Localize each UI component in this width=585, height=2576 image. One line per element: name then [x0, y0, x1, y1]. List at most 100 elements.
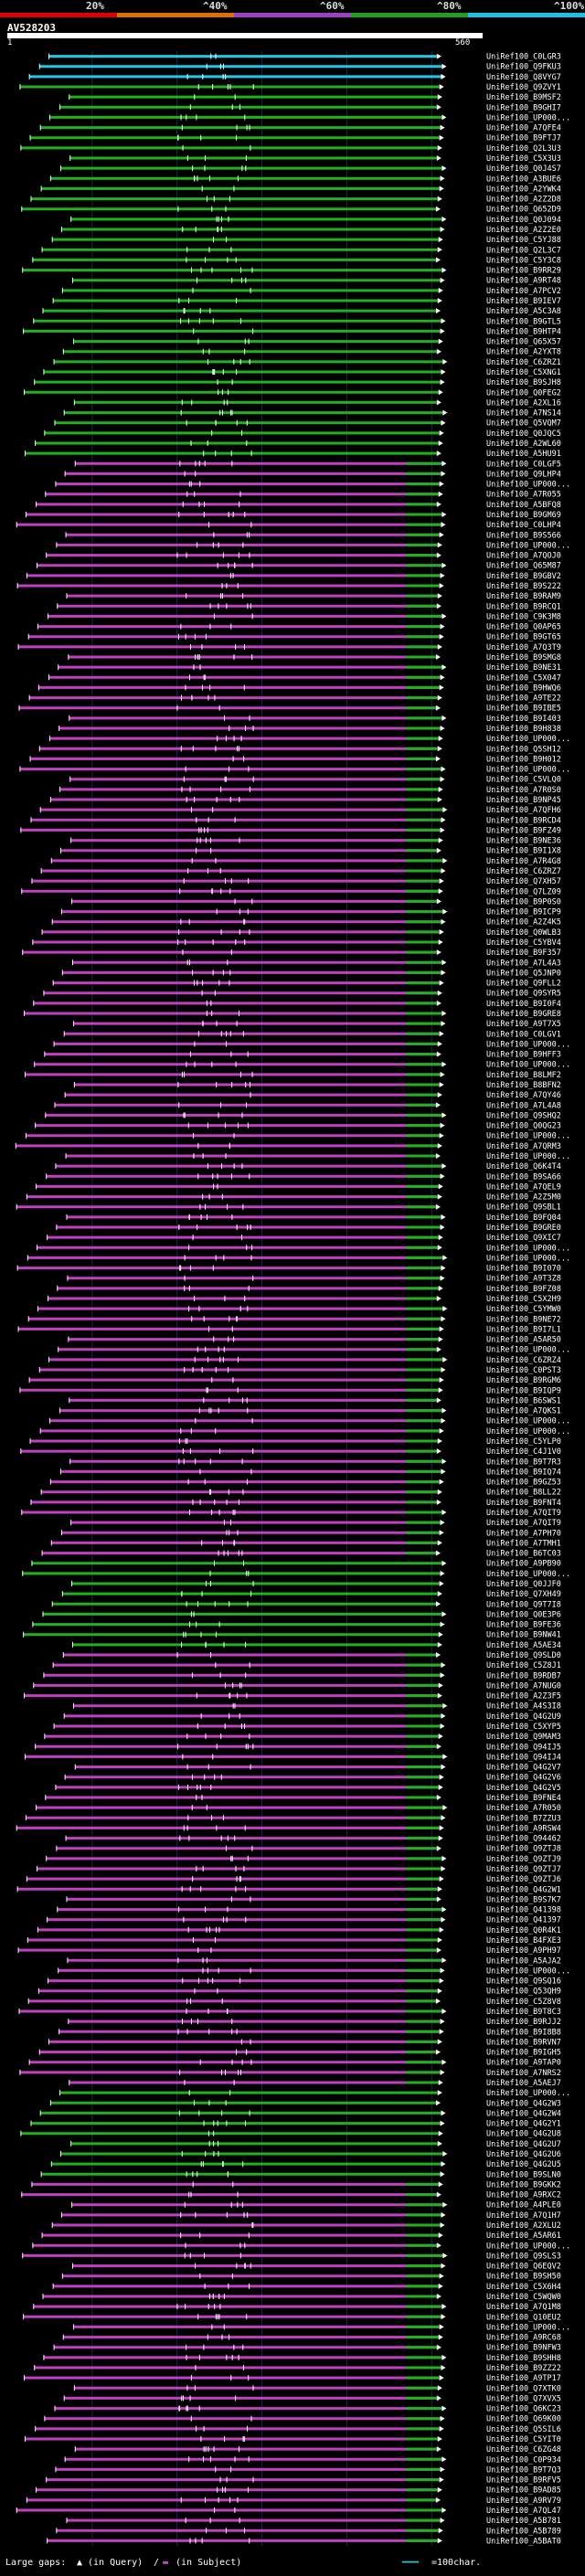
hit-label[interactable]: UniRef100_A2YXT8 — [486, 348, 561, 357]
hit-label[interactable]: UniRef100_B9NE72 — [486, 1315, 561, 1324]
hit-label[interactable]: UniRef100_B9ZZ22 — [486, 2364, 561, 2373]
hit-label[interactable]: UniRef100_Q9SYR5 — [486, 990, 561, 999]
hit-label[interactable]: UniRef100_Q652D9 — [486, 206, 561, 215]
hit-label[interactable]: UniRef100_A5B781 — [486, 2517, 561, 2526]
hit-label[interactable]: UniRef100_A7TMH1 — [486, 1539, 561, 1548]
hit-label[interactable]: UniRef100_A2Z2E0 — [486, 226, 561, 235]
hit-label[interactable]: UniRef100_B9HTP4 — [486, 327, 561, 336]
hit-label[interactable]: UniRef100_A3BUE6 — [486, 175, 561, 184]
hit-label[interactable]: UniRef100_C0LHP4 — [486, 521, 561, 530]
hit-label[interactable]: UniRef100_UP000... — [486, 481, 570, 490]
hit-label[interactable]: UniRef100_A5BAT0 — [486, 2537, 561, 2546]
hit-label[interactable]: UniRef100_B9SHH8 — [486, 2354, 561, 2363]
hit-label[interactable]: UniRef100_B9NE31 — [486, 663, 561, 673]
hit-label[interactable]: UniRef100_B9FTJ7 — [486, 134, 561, 143]
hit-label[interactable]: UniRef100_Q5VQM7 — [486, 419, 561, 429]
hit-label[interactable]: UniRef100_Q0E3P6 — [486, 1610, 561, 1619]
hit-label[interactable]: UniRef100_A9RXC2 — [486, 2191, 561, 2200]
hit-label[interactable]: UniRef100_A7NRS2 — [486, 2069, 561, 2078]
hit-label[interactable]: UniRef100_C5X6H4 — [486, 2283, 561, 2292]
hit-label[interactable]: UniRef100_Q9T7I8 — [486, 1600, 561, 1609]
hit-label[interactable]: UniRef100_B9SH50 — [486, 2273, 561, 2282]
hit-label[interactable]: UniRef100_B9NE36 — [486, 837, 561, 846]
hit-label[interactable]: UniRef100_Q9LHP4 — [486, 470, 561, 479]
hit-label[interactable]: UniRef100_A7R050 — [486, 1804, 561, 1813]
hit-label[interactable]: UniRef100_C0PST3 — [486, 1366, 561, 1375]
hit-label[interactable]: UniRef100_Q53QH9 — [486, 1988, 561, 1997]
hit-label[interactable]: UniRef100_A7QIT9 — [486, 1519, 561, 1528]
hit-label[interactable]: UniRef100_Q0J094 — [486, 216, 561, 225]
hit-label[interactable]: UniRef100_UP000... — [486, 766, 570, 775]
hit-label[interactable]: UniRef100_B9I7L1 — [486, 1325, 561, 1334]
hit-label[interactable]: UniRef100_B9FZ49 — [486, 826, 561, 835]
hit-label[interactable]: UniRef100_B9ICP9 — [486, 908, 561, 917]
hit-label[interactable]: UniRef100_B9I1X8 — [486, 847, 561, 856]
hit-label[interactable]: UniRef100_Q41397 — [486, 1916, 561, 1925]
hit-label[interactable]: UniRef100_A4PLE0 — [486, 2201, 561, 2210]
hit-label[interactable]: UniRef100_B9RJJ2 — [486, 2018, 561, 2027]
hit-label[interactable]: UniRef100_C5VLQ0 — [486, 776, 561, 785]
hit-label[interactable]: UniRef100_C5YLP0 — [486, 1437, 561, 1447]
hit-label[interactable]: UniRef100_A7Q1M8 — [486, 2303, 561, 2312]
hit-label[interactable]: UniRef100_B9HFF3 — [486, 1051, 561, 1060]
hit-label[interactable]: UniRef100_B9GBV2 — [486, 572, 561, 581]
hit-label[interactable]: UniRef100_B9GKK2 — [486, 2180, 561, 2189]
hit-label[interactable]: UniRef100_B7ZZU3 — [486, 1814, 561, 1823]
hit-label[interactable]: UniRef100_B9NFW3 — [486, 2344, 561, 2353]
hit-label[interactable]: UniRef100_B9F357 — [486, 949, 561, 958]
hit-label[interactable]: UniRef100_B9IEV7 — [486, 297, 561, 306]
hit-label[interactable]: UniRef100_Q4G2U5 — [486, 2160, 561, 2169]
hit-label[interactable]: UniRef100_UP000... — [486, 1061, 570, 1070]
hit-label[interactable]: UniRef100_UP000... — [486, 2323, 570, 2332]
hit-label[interactable]: UniRef100_UP000... — [486, 113, 570, 122]
hit-label[interactable]: UniRef100_A9TAP0 — [486, 2059, 561, 2068]
hit-label[interactable]: UniRef100_Q4G2V5 — [486, 1784, 561, 1793]
hit-label[interactable]: UniRef100_C0P934 — [486, 2455, 561, 2465]
hit-label[interactable]: UniRef100_Q4G2W3 — [486, 2099, 561, 2108]
hit-label[interactable]: UniRef100_Q5JNP0 — [486, 969, 561, 978]
hit-label[interactable]: UniRef100_Q9ZVY1 — [486, 83, 561, 92]
hit-label[interactable]: UniRef100_B9FZ08 — [486, 1285, 561, 1294]
hit-label[interactable]: UniRef100_Q9SLD0 — [486, 1651, 561, 1660]
hit-label[interactable]: UniRef100_B9S566 — [486, 531, 561, 540]
hit-label[interactable]: UniRef100_A9PB90 — [486, 1560, 561, 1569]
hit-label[interactable]: UniRef100_C5XNG1 — [486, 368, 561, 377]
hit-label[interactable]: UniRef100_B9T7R3 — [486, 1458, 561, 1467]
hit-label[interactable]: UniRef100_A2XLU2 — [486, 2221, 561, 2231]
hit-label[interactable]: UniRef100_A9TE22 — [486, 694, 561, 704]
hit-label[interactable]: UniRef100_Q9SBL1 — [486, 1203, 561, 1213]
hit-label[interactable]: UniRef100_B9HWQ6 — [486, 684, 561, 693]
hit-label[interactable]: UniRef100_C6ZG48 — [486, 2445, 561, 2454]
hit-label[interactable]: UniRef100_B9I8B8 — [486, 2028, 561, 2037]
hit-label[interactable]: UniRef100_A5AJA2 — [486, 1956, 561, 1966]
hit-label[interactable]: UniRef100_A7QOJ0 — [486, 552, 561, 561]
hit-label[interactable]: UniRef100_B6TC03 — [486, 1550, 561, 1559]
hit-label[interactable]: UniRef100_C6ZRZ1 — [486, 358, 561, 367]
hit-label[interactable]: UniRef100_B9RAM9 — [486, 592, 561, 601]
hit-label[interactable]: UniRef100_B9SA66 — [486, 1172, 561, 1182]
hit-label[interactable]: UniRef100_Q9ZTJ6 — [486, 1875, 561, 1884]
hit-label[interactable]: UniRef100_Q9ZTJ8 — [486, 1845, 561, 1854]
hit-label[interactable]: UniRef100_B9FE36 — [486, 1621, 561, 1630]
hit-label[interactable]: UniRef100_A2Z4K5 — [486, 918, 561, 928]
hit-label[interactable]: UniRef100_C5YBV4 — [486, 938, 561, 948]
hit-label[interactable]: UniRef100_B9GTL5 — [486, 317, 561, 326]
hit-label[interactable]: UniRef100_UP000... — [486, 1417, 570, 1426]
hit-label[interactable]: UniRef100_A7L4A3 — [486, 959, 561, 968]
hit-label[interactable]: UniRef100_UP000... — [486, 2089, 570, 2098]
hit-label[interactable]: UniRef100_Q2L3C7 — [486, 246, 561, 255]
hit-label[interactable]: UniRef100_A7QKS1 — [486, 1407, 561, 1416]
hit-label[interactable]: UniRef100_C5Y3C8 — [486, 256, 561, 265]
hit-label[interactable]: UniRef100_Q6EQV2 — [486, 2263, 561, 2272]
hit-label[interactable]: UniRef100_B9SJH8 — [486, 378, 561, 387]
hit-label[interactable]: UniRef100_Q5SIL6 — [486, 2425, 561, 2434]
hit-label[interactable]: UniRef100_UP000... — [486, 1040, 570, 1049]
hit-label[interactable]: UniRef100_Q0FEG2 — [486, 388, 561, 398]
hit-label[interactable]: UniRef100_A9T7X5 — [486, 1020, 561, 1029]
hit-label[interactable]: UniRef100_B8BFN2 — [486, 1081, 561, 1090]
hit-label[interactable]: UniRef100_UP000... — [486, 1132, 570, 1141]
hit-label[interactable]: UniRef100_A2Z2D8 — [486, 196, 561, 205]
hit-label[interactable]: UniRef100_A7NS14 — [486, 409, 561, 419]
hit-label[interactable]: UniRef100_Q2L3U3 — [486, 144, 561, 154]
hit-label[interactable]: UniRef100_UP000... — [486, 1244, 570, 1253]
